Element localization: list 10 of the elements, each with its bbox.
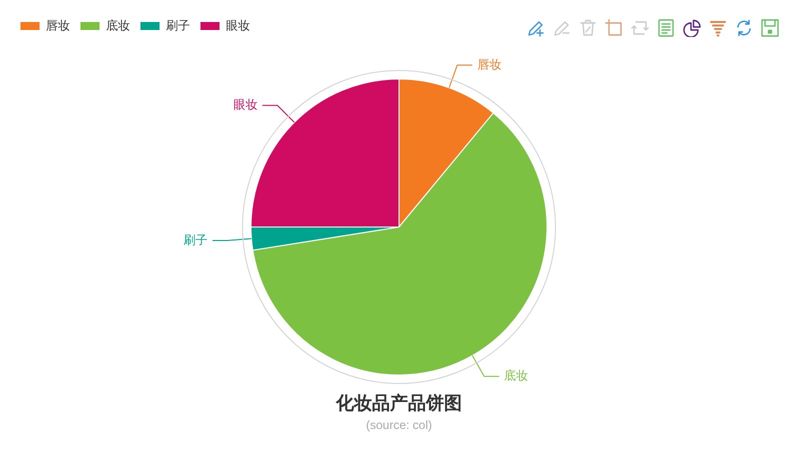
slice-label: 眼妆	[233, 98, 258, 112]
slice-label: 唇妆	[477, 57, 502, 72]
text: (source: col)	[366, 418, 432, 432]
slice-label: 刷子	[184, 232, 208, 247]
legend-label: 唇妆	[46, 18, 70, 32]
legend-label: 眼妆	[226, 18, 250, 32]
legend-label: 刷子	[166, 18, 190, 32]
slice-label: 底妆	[504, 368, 528, 383]
text: 化妆品产品饼图	[335, 392, 462, 413]
legend-label: 底妆	[106, 18, 130, 32]
